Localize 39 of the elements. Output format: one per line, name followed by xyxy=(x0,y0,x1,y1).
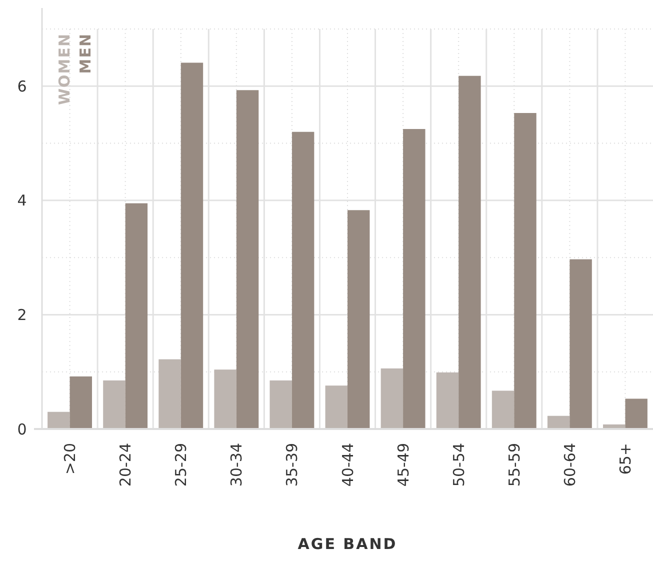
x-axis-title: AGE BAND xyxy=(298,535,398,553)
bar xyxy=(70,376,92,429)
bar xyxy=(236,90,259,429)
bar xyxy=(292,132,314,429)
x-tick-label: 65+ xyxy=(616,443,634,475)
bar xyxy=(514,113,536,429)
y-tick-label: 2 xyxy=(17,306,27,324)
bar xyxy=(48,412,70,429)
bar xyxy=(380,368,404,429)
bar xyxy=(458,76,481,429)
x-tick-label: 30-34 xyxy=(228,443,246,487)
bar xyxy=(348,210,370,429)
x-tick-label: 20-24 xyxy=(116,443,135,487)
y-tick-label: 0 xyxy=(17,420,27,438)
bar xyxy=(125,203,148,429)
x-tick-label: 60-64 xyxy=(560,443,579,487)
bar xyxy=(547,416,570,429)
bar xyxy=(492,390,514,429)
x-tick-label: 40-44 xyxy=(338,443,357,487)
x-tick-label: 25-29 xyxy=(172,443,190,487)
bar xyxy=(180,62,204,429)
y-tick-label: 6 xyxy=(17,77,27,96)
y-tick-label: 4 xyxy=(17,192,27,210)
bar xyxy=(103,380,126,429)
bar xyxy=(625,398,648,429)
x-tick-label: >20 xyxy=(61,443,80,475)
x-tick-label: 35-39 xyxy=(283,443,302,487)
bar xyxy=(570,259,592,429)
bar xyxy=(325,386,348,429)
x-tick-label: 55-59 xyxy=(505,443,524,487)
text: WOMEN xyxy=(55,33,74,106)
x-tick-label: 45-49 xyxy=(394,443,412,487)
bar xyxy=(403,129,426,429)
text: MEN xyxy=(76,33,94,74)
bar xyxy=(214,370,236,429)
bar xyxy=(436,372,459,429)
x-tick-label: 50-54 xyxy=(450,443,468,487)
bar xyxy=(158,359,181,429)
bar xyxy=(270,380,292,429)
